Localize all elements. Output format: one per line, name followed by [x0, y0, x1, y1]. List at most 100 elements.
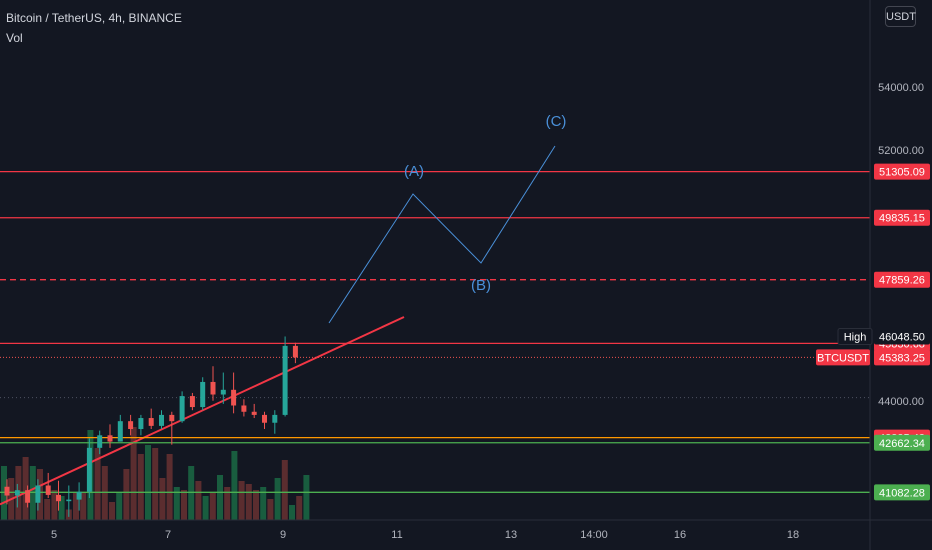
candle-body	[231, 389, 237, 406]
current-price-tag-bg	[874, 349, 930, 366]
time-tick-label: 13	[505, 529, 517, 541]
volume-bar	[159, 478, 166, 520]
time-tick-label: 14:00	[580, 529, 608, 541]
high-price-tag-bg	[874, 328, 930, 345]
current-price-tag: 45383.25	[879, 352, 925, 364]
volume-bar	[209, 493, 216, 520]
level-price-tag: 42662.34	[879, 438, 925, 450]
candles	[4, 336, 298, 517]
candle-body	[107, 435, 113, 442]
volume-bar	[101, 466, 108, 520]
level-price-tag-bg	[874, 484, 930, 501]
candle-body	[179, 396, 185, 422]
trend-line-group	[0, 316, 870, 506]
level-price-tag: 49835.15	[879, 213, 925, 225]
volume-bar	[116, 493, 123, 520]
candle-body	[262, 414, 267, 423]
candle-body	[189, 396, 195, 408]
volume-bar	[94, 448, 101, 520]
volume-bar	[238, 481, 245, 520]
time-axis-ticks: 5 7 9 11 13 14:00 16 18	[51, 529, 799, 541]
wave-label: (B)	[471, 277, 491, 294]
level-price-tag: 51305.09	[879, 167, 925, 179]
volume-bar	[152, 448, 159, 520]
high-label-bg	[837, 328, 873, 346]
volume-bars	[1, 427, 310, 520]
level-price-tag-bg	[874, 163, 930, 180]
volume-bar	[260, 487, 267, 520]
candle-body	[35, 485, 41, 503]
elliott-wave-group: (A) (B) (C)	[328, 113, 566, 324]
time-tick-label: 16	[674, 529, 686, 541]
volume-bar	[166, 454, 173, 520]
level-price-tag-bg	[874, 271, 930, 288]
volume-bar	[245, 484, 252, 520]
volume-bar	[44, 499, 51, 520]
candle-body	[86, 447, 92, 492]
volume-bar	[253, 490, 259, 520]
price-tick-label: 54000.00	[878, 82, 924, 94]
volume-bar	[123, 469, 130, 520]
current-symbol-label: BTCUSDT	[817, 352, 869, 364]
candle-body	[200, 381, 206, 408]
volume-bar	[195, 481, 202, 520]
price-tick-label: 52000.00	[878, 145, 924, 157]
volume-bar	[281, 460, 288, 520]
volume-bar	[181, 490, 187, 520]
volume-indicator-label[interactable]: Vol	[6, 31, 23, 45]
candle-body	[169, 414, 175, 422]
volume-bar	[1, 466, 7, 520]
volume-bar	[173, 487, 180, 520]
volume-bar	[202, 496, 209, 520]
time-tick-label: 7	[165, 529, 171, 541]
candle-body	[97, 435, 103, 448]
price-axis-tags: 51305.0949835.1547859.2645830.6842825.42…	[816, 163, 930, 501]
candle-body	[45, 485, 51, 495]
volume-bar	[137, 454, 144, 520]
candle-body	[128, 421, 134, 430]
candle-body	[159, 414, 164, 426]
volume-bar	[217, 475, 223, 520]
high-price-tag: 46048.50	[879, 332, 925, 344]
volume-bar	[274, 478, 281, 520]
time-tick-label: 5	[51, 529, 57, 541]
time-tick-label: 11	[391, 529, 402, 541]
volume-bar	[188, 466, 195, 520]
currency-button[interactable]: USDT	[885, 6, 916, 27]
symbol-title[interactable]: Bitcoin / TetherUS, 4h, BINANCE	[6, 11, 182, 25]
trend-line	[0, 316, 405, 506]
price-tick-label: 44000.00	[878, 396, 924, 408]
volume-bar	[109, 502, 115, 520]
candle-body	[138, 418, 144, 430]
level-price-tag: 41082.28	[879, 487, 925, 499]
candle-body	[76, 491, 82, 500]
volume-bar	[29, 466, 36, 520]
elliott-wave-path	[328, 145, 556, 324]
volume-bar	[303, 475, 310, 520]
candle-body	[251, 411, 257, 415]
high-label: High	[844, 332, 867, 344]
candle-body	[272, 414, 278, 423]
candle-body	[4, 486, 10, 496]
candle-body	[14, 490, 20, 496]
volume-bar	[224, 487, 231, 520]
volume-bar	[58, 496, 65, 520]
price-axis-ticks: 54000.00 52000.00 44000.00	[878, 82, 924, 408]
level-price-tag: 47859.26	[879, 275, 925, 287]
volume-bar	[231, 451, 238, 520]
candle-body	[148, 418, 154, 426]
volume-bar	[267, 499, 274, 520]
volume-bar	[51, 490, 58, 520]
volume-bar	[22, 457, 29, 520]
volume-bar	[130, 427, 137, 520]
volume-bar	[145, 445, 151, 520]
volume-bar	[73, 493, 79, 520]
candle-body	[241, 405, 247, 412]
wave-label: (A)	[404, 163, 424, 180]
candle-body	[220, 389, 226, 395]
volume-bar	[289, 505, 295, 520]
candle-body	[25, 490, 31, 503]
candle-body	[56, 494, 61, 502]
candle-body	[210, 381, 216, 395]
